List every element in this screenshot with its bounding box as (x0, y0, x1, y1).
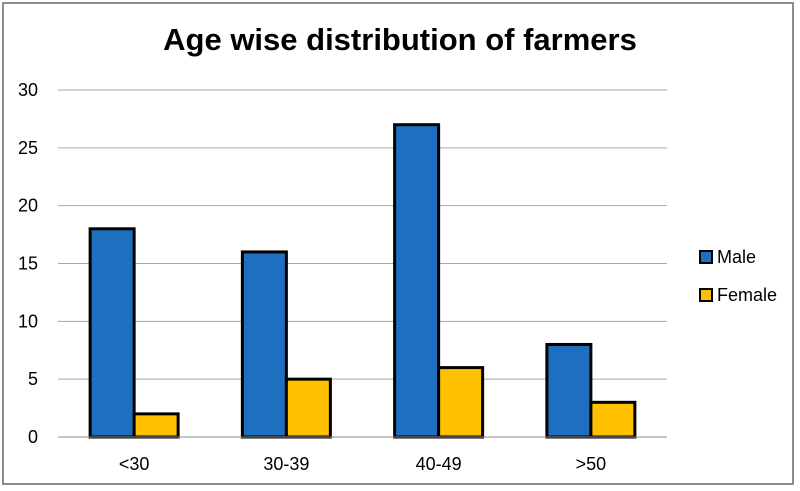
bar-male-2 (393, 123, 441, 439)
x-tick-label: 30-39 (263, 454, 309, 474)
bar-male-3 (545, 342, 593, 439)
y-tick-label: 0 (28, 427, 38, 447)
legend: Male Female (699, 247, 777, 305)
legend-swatch-male (699, 250, 713, 264)
bar-male-0 (88, 227, 136, 439)
y-tick-label: 30 (18, 80, 38, 100)
legend-label-male: Male (717, 247, 756, 267)
x-tick-label: 40-49 (416, 454, 462, 474)
gridlines (58, 89, 667, 380)
y-tick-label: 20 (18, 196, 38, 216)
y-tick-label: 5 (28, 369, 38, 389)
y-tick-label: 25 (18, 138, 38, 158)
bar-female-0 (132, 412, 180, 439)
bar-female-3 (589, 400, 637, 439)
legend-swatch-female (699, 288, 713, 302)
bar-female-2 (437, 366, 485, 439)
chart-title: Age wise distribution of farmers (163, 22, 637, 57)
y-tick-label: 15 (18, 254, 38, 274)
x-axis-ticks: <30 30-39 40-49 >50 (119, 454, 606, 474)
bars (88, 123, 637, 439)
x-tick-label: >50 (576, 454, 607, 474)
legend-label-female: Female (717, 285, 777, 305)
y-tick-label: 10 (18, 311, 38, 331)
x-tick-label: <30 (119, 454, 150, 474)
y-axis-ticks: 0 5 10 15 20 25 30 (18, 80, 38, 447)
bar-male-1 (240, 250, 288, 439)
bar-female-1 (284, 377, 332, 439)
